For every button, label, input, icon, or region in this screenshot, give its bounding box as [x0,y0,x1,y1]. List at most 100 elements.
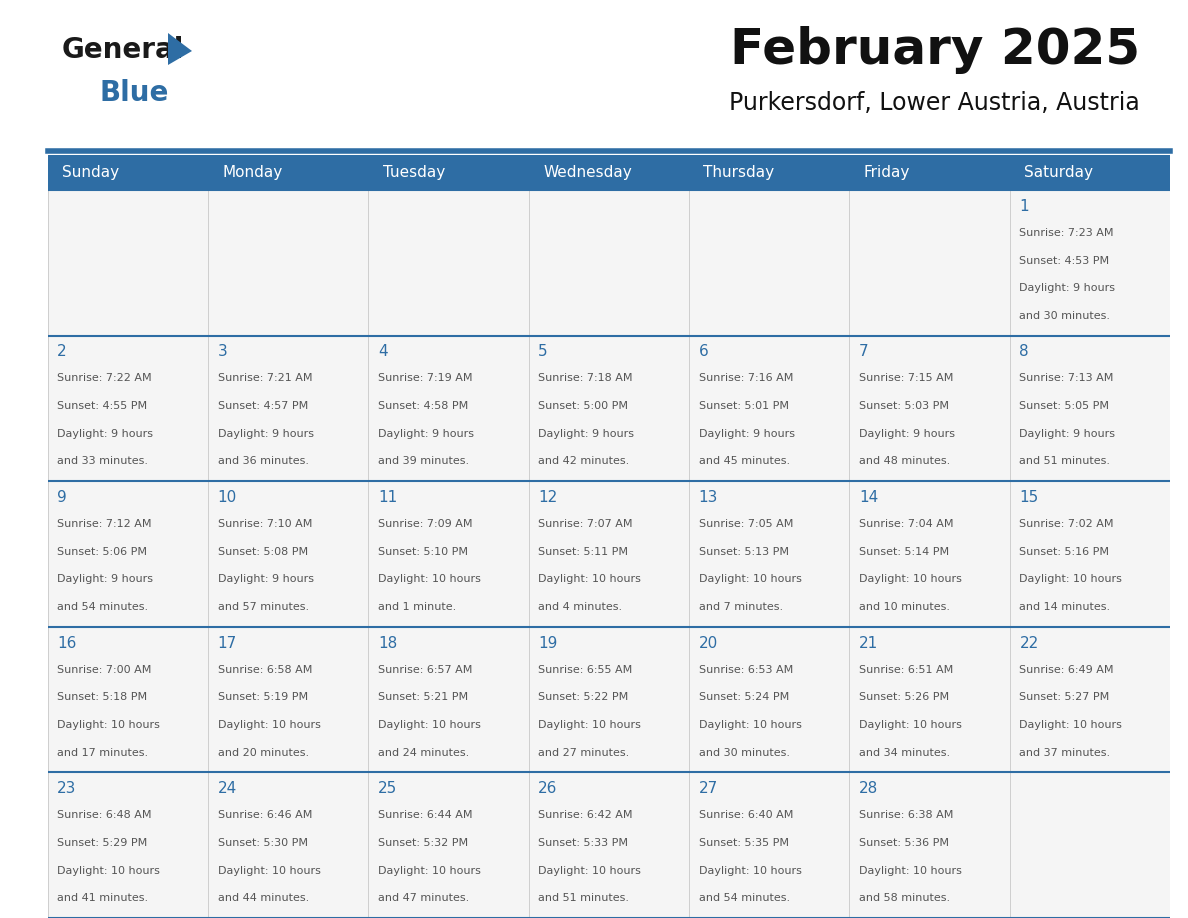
Text: Wednesday: Wednesday [543,165,632,180]
Text: and 10 minutes.: and 10 minutes. [859,602,950,612]
Text: 4: 4 [378,344,387,359]
Text: and 54 minutes.: and 54 minutes. [57,602,148,612]
Text: Daylight: 9 hours: Daylight: 9 hours [57,429,153,439]
Text: Sunrise: 7:00 AM: Sunrise: 7:00 AM [57,665,152,675]
Text: Sunday: Sunday [62,165,119,180]
Text: Sunset: 5:10 PM: Sunset: 5:10 PM [378,547,468,556]
Bar [48,481,1170,627]
Polygon shape [168,33,192,65]
Text: Sunrise: 6:38 AM: Sunrise: 6:38 AM [859,811,954,821]
Text: Sunrise: 7:16 AM: Sunrise: 7:16 AM [699,374,794,384]
Text: Sunset: 5:22 PM: Sunset: 5:22 PM [538,692,628,702]
Text: Sunrise: 6:46 AM: Sunrise: 6:46 AM [217,811,312,821]
Text: 14: 14 [859,490,878,505]
Text: Sunrise: 6:40 AM: Sunrise: 6:40 AM [699,811,794,821]
Text: Monday: Monday [222,165,283,180]
Text: 9: 9 [57,490,67,505]
Text: and 39 minutes.: and 39 minutes. [378,456,469,466]
Text: Daylight: 10 hours: Daylight: 10 hours [859,575,962,585]
Text: Daylight: 9 hours: Daylight: 9 hours [538,429,634,439]
Text: Thursday: Thursday [703,165,775,180]
Text: and 7 minutes.: and 7 minutes. [699,602,783,612]
Text: Sunrise: 6:42 AM: Sunrise: 6:42 AM [538,811,633,821]
Text: Sunset: 5:24 PM: Sunset: 5:24 PM [699,692,789,702]
Text: Daylight: 10 hours: Daylight: 10 hours [538,575,642,585]
Text: Sunrise: 7:18 AM: Sunrise: 7:18 AM [538,374,633,384]
Text: and 37 minutes.: and 37 minutes. [1019,747,1111,757]
Text: and 51 minutes.: and 51 minutes. [1019,456,1111,466]
Text: and 58 minutes.: and 58 minutes. [859,893,950,903]
Text: 12: 12 [538,490,557,505]
Text: Daylight: 9 hours: Daylight: 9 hours [217,575,314,585]
Bar [48,336,1170,481]
Text: Daylight: 10 hours: Daylight: 10 hours [378,720,481,730]
Text: Daylight: 10 hours: Daylight: 10 hours [699,866,802,876]
Text: and 30 minutes.: and 30 minutes. [699,747,790,757]
Text: Sunset: 5:01 PM: Sunset: 5:01 PM [699,401,789,411]
Text: 28: 28 [859,781,878,796]
Text: and 1 minute.: and 1 minute. [378,602,456,612]
Text: Sunrise: 7:19 AM: Sunrise: 7:19 AM [378,374,473,384]
Text: 3: 3 [217,344,227,359]
Text: 21: 21 [859,635,878,651]
Bar [48,627,1170,772]
Text: Sunrise: 6:44 AM: Sunrise: 6:44 AM [378,811,473,821]
Text: 5: 5 [538,344,548,359]
Text: Sunset: 4:53 PM: Sunset: 4:53 PM [1019,255,1110,265]
Text: and 51 minutes.: and 51 minutes. [538,893,630,903]
Text: Daylight: 10 hours: Daylight: 10 hours [378,575,481,585]
Text: 11: 11 [378,490,397,505]
Text: 1: 1 [1019,198,1029,214]
Text: and 30 minutes.: and 30 minutes. [1019,311,1111,321]
Text: Sunrise: 6:53 AM: Sunrise: 6:53 AM [699,665,792,675]
Text: 19: 19 [538,635,557,651]
Text: and 54 minutes.: and 54 minutes. [699,893,790,903]
Text: and 4 minutes.: and 4 minutes. [538,602,623,612]
Text: Sunset: 4:57 PM: Sunset: 4:57 PM [217,401,308,411]
Text: Daylight: 10 hours: Daylight: 10 hours [217,720,321,730]
Text: Sunrise: 7:12 AM: Sunrise: 7:12 AM [57,519,152,529]
Text: and 14 minutes.: and 14 minutes. [1019,602,1111,612]
Text: Daylight: 9 hours: Daylight: 9 hours [699,429,795,439]
Text: Daylight: 10 hours: Daylight: 10 hours [699,720,802,730]
Text: Sunset: 5:29 PM: Sunset: 5:29 PM [57,838,147,848]
Text: Sunset: 5:21 PM: Sunset: 5:21 PM [378,692,468,702]
Text: Daylight: 10 hours: Daylight: 10 hours [538,866,642,876]
Text: and 44 minutes.: and 44 minutes. [217,893,309,903]
Text: Sunrise: 6:48 AM: Sunrise: 6:48 AM [57,811,152,821]
Text: 15: 15 [1019,490,1038,505]
Text: Sunset: 5:05 PM: Sunset: 5:05 PM [1019,401,1110,411]
Text: 22: 22 [1019,635,1038,651]
Text: Sunset: 5:14 PM: Sunset: 5:14 PM [859,547,949,556]
Text: and 42 minutes.: and 42 minutes. [538,456,630,466]
Text: Sunset: 5:06 PM: Sunset: 5:06 PM [57,547,147,556]
Text: and 57 minutes.: and 57 minutes. [217,602,309,612]
Text: 18: 18 [378,635,397,651]
Text: 16: 16 [57,635,76,651]
Text: and 45 minutes.: and 45 minutes. [699,456,790,466]
Text: Daylight: 10 hours: Daylight: 10 hours [859,866,962,876]
Text: and 47 minutes.: and 47 minutes. [378,893,469,903]
Text: and 36 minutes.: and 36 minutes. [217,456,309,466]
Text: General: General [62,36,184,64]
Text: Sunset: 5:18 PM: Sunset: 5:18 PM [57,692,147,702]
Text: Sunset: 5:30 PM: Sunset: 5:30 PM [217,838,308,848]
Text: and 48 minutes.: and 48 minutes. [859,456,950,466]
Text: 6: 6 [699,344,708,359]
Text: Sunset: 5:13 PM: Sunset: 5:13 PM [699,547,789,556]
Text: Sunrise: 7:22 AM: Sunrise: 7:22 AM [57,374,152,384]
Text: Sunset: 4:58 PM: Sunset: 4:58 PM [378,401,468,411]
Text: Sunrise: 6:51 AM: Sunrise: 6:51 AM [859,665,953,675]
Text: and 41 minutes.: and 41 minutes. [57,893,148,903]
Text: Sunset: 5:11 PM: Sunset: 5:11 PM [538,547,628,556]
Text: 20: 20 [699,635,718,651]
Text: Sunset: 5:03 PM: Sunset: 5:03 PM [859,401,949,411]
Text: Sunrise: 7:07 AM: Sunrise: 7:07 AM [538,519,633,529]
Text: Sunrise: 7:23 AM: Sunrise: 7:23 AM [1019,228,1114,238]
Text: and 20 minutes.: and 20 minutes. [217,747,309,757]
Text: Daylight: 9 hours: Daylight: 9 hours [217,429,314,439]
Text: Daylight: 10 hours: Daylight: 10 hours [1019,720,1123,730]
Text: Daylight: 10 hours: Daylight: 10 hours [699,575,802,585]
Text: Sunset: 5:26 PM: Sunset: 5:26 PM [859,692,949,702]
Text: Sunset: 5:16 PM: Sunset: 5:16 PM [1019,547,1110,556]
